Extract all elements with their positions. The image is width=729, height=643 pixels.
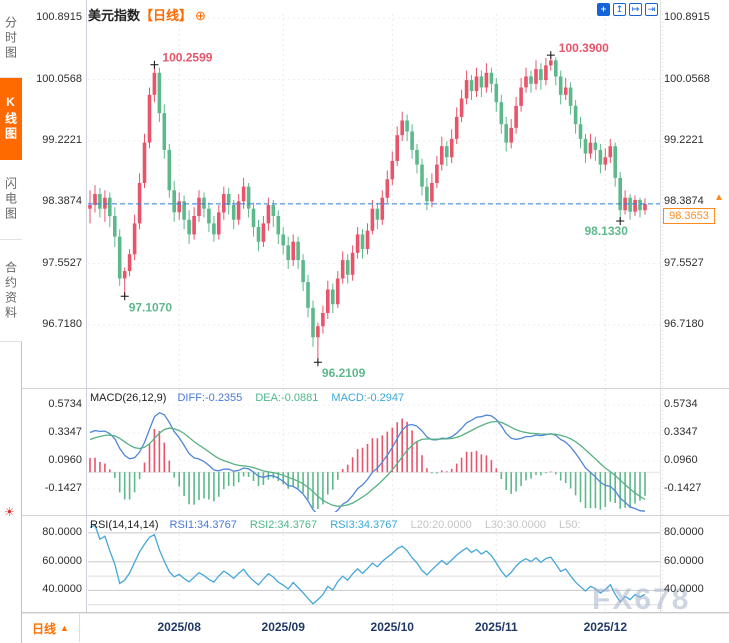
left-tab-sidebar: 分时图 K线图 闪电图 合约资料: [0, 0, 22, 643]
macd-header: MACD(26,12,9) DIFF:-0.2355 DEA:-0.0881 M…: [90, 392, 660, 404]
macd-diff-value: DIFF:-0.2355: [177, 392, 243, 404]
date-label: 2025/10: [370, 620, 414, 634]
axis-tick: 40.0000: [664, 583, 704, 596]
rsi2-value: RSI2:34.3767: [249, 519, 318, 531]
current-price-tag: 98.3653: [663, 207, 715, 224]
axis-tick: 60.0000: [42, 554, 82, 567]
svg-text:100.2599: 100.2599: [162, 51, 212, 65]
rsi-l20-value: L20:20.0000: [410, 519, 472, 531]
svg-text:100.3900: 100.3900: [559, 41, 609, 55]
rsi-l30-value: L30:30.0000: [484, 519, 546, 531]
sidebar-tab-timeshare[interactable]: 分时图: [0, 0, 22, 78]
date-label: 2025/08: [157, 620, 201, 634]
date-label: 2025/12: [583, 620, 627, 634]
symbol-name: 美元指数: [88, 8, 141, 23]
axis-tick: 80.0000: [664, 525, 704, 538]
axis-tick: 40.0000: [42, 583, 82, 596]
scale-y-axis-icon[interactable]: ↥: [613, 3, 626, 16]
macd-dea-value: DEA:-0.0881: [255, 392, 319, 404]
axis-tick: 99.2221: [42, 133, 82, 146]
axis-tick: 98.3874: [664, 195, 704, 208]
sidebar-tab-contract-info[interactable]: 合约资料: [0, 240, 22, 342]
axis-tick: 100.0568: [36, 72, 82, 85]
period-selector-button[interactable]: 日线 ▲: [22, 614, 80, 642]
add-indicator-icon[interactable]: ⊕: [195, 8, 206, 23]
axis-tick: 80.0000: [42, 525, 82, 538]
sidebar-tab-kline[interactable]: K线图: [0, 78, 22, 160]
axis-tick: 100.0568: [664, 72, 710, 85]
axis-tick: 99.2221: [664, 133, 704, 146]
rsi3-value: RSI3:34.3767: [330, 519, 398, 531]
axis-tick: 100.8915: [664, 11, 710, 24]
svg-text:97.1070: 97.1070: [129, 300, 173, 314]
rsi1-value: RSI1:34.3767: [169, 519, 237, 531]
rsi-header: RSI(14,14,14) RSI1:34.3767 RSI2:34.3767 …: [90, 519, 660, 531]
axis-tick: 0.3347: [48, 426, 82, 438]
svg-text:98.1330: 98.1330: [585, 224, 629, 238]
time-axis-bar: 日线 ▲ 2025/08 2025/09 2025/10 2025/11 2025/12: [22, 614, 729, 643]
axis-tick: -0.1427: [664, 481, 702, 494]
scale-x-axis-icon[interactable]: ↦: [629, 3, 642, 16]
price-up-arrow-icon: ▲: [714, 191, 724, 203]
chart-title: 美元指数【日线】 ⊕: [88, 5, 206, 24]
axis-tick: 0.0960: [664, 453, 698, 466]
axis-tick: 96.7180: [664, 317, 704, 330]
axis-tick: 98.3874: [42, 195, 82, 208]
period-selector-label: 日线: [32, 621, 57, 636]
axis-tick: 0.5734: [48, 398, 82, 411]
fx678-watermark: FX678: [592, 583, 691, 616]
indicator-settings-sun-icon[interactable]: ☀: [4, 505, 15, 519]
axis-tick: 0.0960: [48, 453, 82, 466]
axis-tick: 100.8915: [36, 11, 82, 24]
date-label: 2025/09: [261, 620, 305, 634]
rsi-name: RSI(14,14,14): [90, 519, 159, 531]
svg-text:96.2109: 96.2109: [322, 366, 366, 380]
pan-right-icon[interactable]: ⇥: [645, 3, 658, 16]
axis-tick: 0.5734: [664, 398, 698, 411]
macd-macd-value: MACD:-0.2947: [331, 392, 405, 404]
axis-tick: 0.3347: [664, 426, 698, 438]
chart-toolbar: + ↥ ↦ ⇥: [597, 3, 658, 16]
axis-tick: 60.0000: [664, 554, 704, 567]
date-label: 2025/11: [474, 620, 518, 634]
rsi-l50-value: L50:: [559, 519, 581, 531]
axis-tick: 97.5527: [42, 256, 82, 269]
axis-tick: 96.7180: [42, 317, 82, 330]
axis-tick: -0.1427: [44, 481, 82, 494]
macd-name: MACD(26,12,9): [90, 392, 167, 404]
move-icon[interactable]: +: [597, 3, 610, 16]
period-label: 【日线】: [140, 8, 193, 23]
chevron-up-icon: ▲: [60, 623, 69, 633]
axis-tick: 97.5527: [664, 256, 704, 269]
sidebar-tab-lightning[interactable]: 闪电图: [0, 160, 22, 240]
